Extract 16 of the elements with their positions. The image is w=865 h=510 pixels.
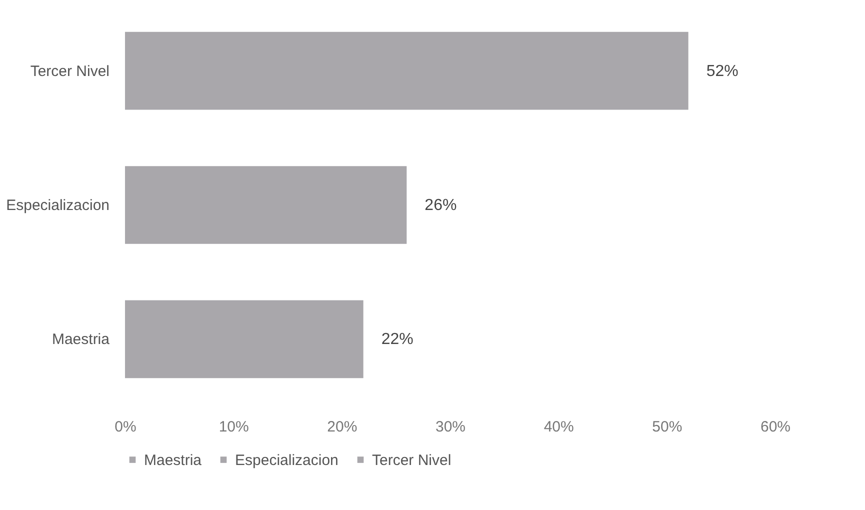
y-tick-label: Maestria [52,331,110,348]
y-tick-label: Especializacion [6,197,110,214]
data-label: 26% [424,197,457,214]
x-tick-label: 20% [327,418,358,436]
y-tick-label: Tercer Nivel [30,62,110,80]
x-tick-label: 60% [760,418,791,436]
x-tick-label: 0% [114,418,136,436]
data-label: 52% [706,62,738,80]
x-tick-label: 50% [652,418,682,436]
x-tick-label: 40% [544,418,574,436]
data-label: 22% [381,331,414,348]
legend-label: Maestria [144,452,202,469]
legend-label: Especializacion [235,452,338,469]
x-tick-label: 30% [435,418,466,436]
x-tick-label: 10% [218,418,249,436]
legend-label: Tercer Nivel [372,452,452,469]
